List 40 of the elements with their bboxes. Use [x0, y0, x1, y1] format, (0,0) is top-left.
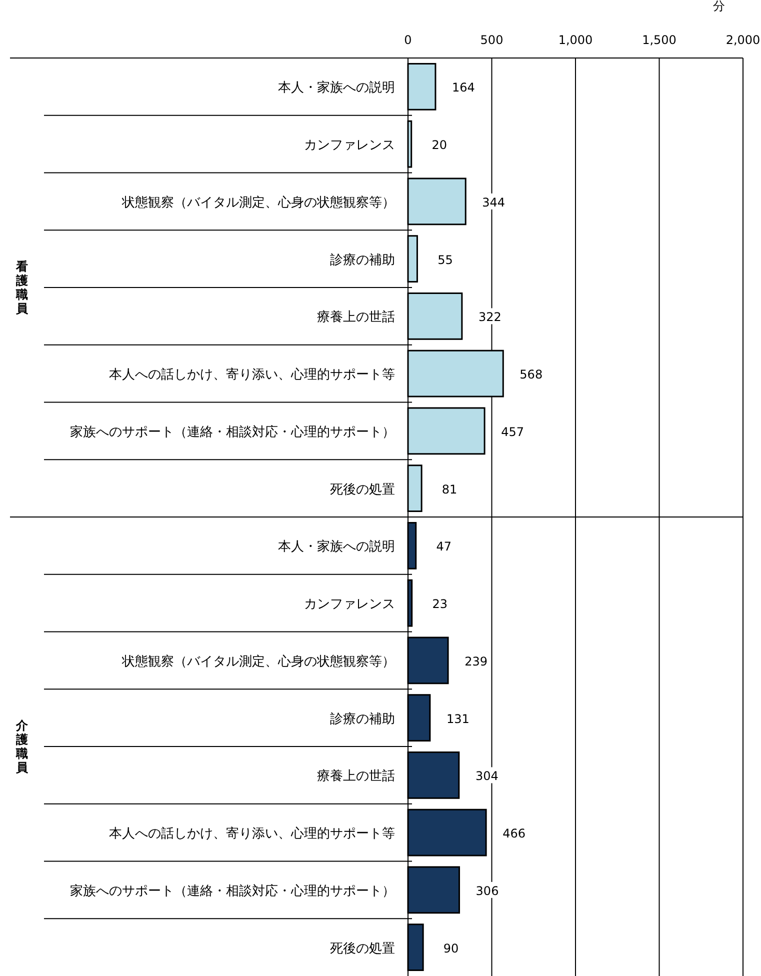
- data-label: 164: [452, 80, 475, 95]
- y-tick-label: 死後の処置: [330, 941, 395, 956]
- y-tick-label: 診療の補助: [330, 712, 395, 727]
- y-axis-title: 介護職員: [15, 718, 29, 774]
- data-label: 322: [478, 310, 502, 324]
- data-label: 90: [443, 941, 459, 956]
- x-tick-label: 1,500: [642, 33, 676, 47]
- y-tick-label: 療養上の世話: [317, 310, 395, 326]
- x-tick-label: 0: [404, 33, 412, 47]
- data-label: 306: [476, 884, 499, 898]
- data-label: 81: [442, 482, 458, 496]
- x-axis-title: 分: [713, 0, 725, 13]
- data-label: 239: [464, 654, 488, 668]
- y-tick-label: 状態観察（バイタル測定、心身の状態観察等）: [121, 194, 395, 210]
- x-tick-label: 500: [480, 33, 504, 47]
- data-label: 344: [482, 195, 506, 210]
- y-tick-label: 療養上の世話: [317, 769, 395, 784]
- data-label: 457: [501, 424, 524, 439]
- x-tick-label: 2,000: [726, 33, 760, 47]
- y-tick-label: 家族へのサポート（連絡・相談対応・心理的サポート）: [70, 424, 395, 440]
- data-label: 47: [436, 540, 452, 554]
- y-tick-label: 本人への話しかけ、寄り添い、心理的サポート等: [109, 826, 395, 842]
- data-label: 23: [432, 597, 448, 612]
- y-tick-label: 診療の補助: [330, 252, 395, 268]
- y-tick-label: 状態観察（バイタル測定、心身の状態観察等）: [121, 653, 395, 670]
- data-label: 131: [446, 712, 470, 726]
- data-label: 568: [520, 368, 543, 382]
- y-tick-label: 家族へのサポート（連絡・相談対応・心理的サポート）: [70, 882, 395, 899]
- y-tick-label: 本人への話しかけ、寄り添い、心理的サポート等: [109, 366, 395, 383]
- y-tick-label: 本人・家族への説明: [278, 538, 395, 555]
- data-label: 20: [432, 138, 447, 152]
- y-tick-label: 本人・家族への説明: [278, 80, 395, 96]
- x-tick-label: 1,000: [558, 33, 593, 47]
- data-label: 304: [475, 769, 498, 784]
- data-label: 466: [502, 826, 526, 841]
- y-tick-label: カンファレンス: [304, 138, 395, 154]
- y-axis-title: 看護職員: [15, 260, 29, 316]
- data-label: 55: [438, 252, 453, 267]
- y-tick-label: カンファレンス: [304, 597, 395, 612]
- y-tick-label: 死後の処置: [330, 482, 395, 498]
